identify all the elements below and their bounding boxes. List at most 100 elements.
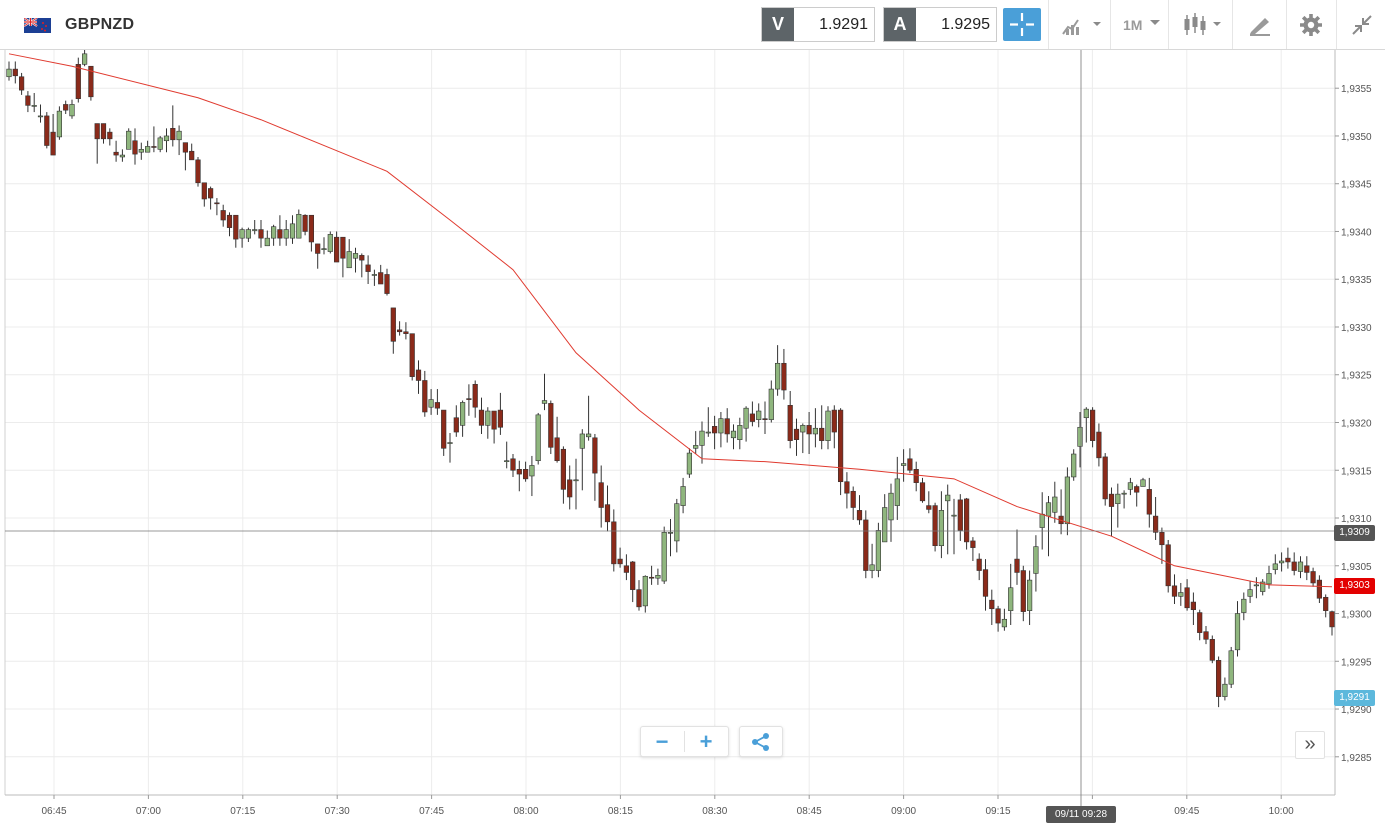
candle-body-down <box>1165 544 1171 587</box>
candle <box>18 72 25 95</box>
candle <box>919 477 926 503</box>
candle <box>749 401 755 427</box>
candle-body-down <box>1171 585 1178 597</box>
candle <box>75 57 81 103</box>
candle <box>926 491 932 514</box>
candle <box>1304 556 1310 581</box>
candle-body-down <box>50 131 56 156</box>
candle-body-up <box>1039 513 1045 528</box>
chart-type-button[interactable] <box>1168 0 1233 49</box>
candle <box>844 472 850 509</box>
candle-body-down <box>365 264 371 272</box>
candle-body-down <box>919 482 926 502</box>
candle-body-down <box>1090 409 1096 441</box>
candle-body-down <box>995 608 1001 624</box>
candle <box>875 522 881 578</box>
settings-button[interactable] <box>1286 0 1337 49</box>
price-tick-label: 1,9340 <box>1341 227 1372 238</box>
candle <box>1001 608 1007 631</box>
candle <box>208 186 214 210</box>
scroll-to-latest-button[interactable]: » <box>1295 731 1325 759</box>
candle-body-up <box>680 486 686 506</box>
candle <box>1279 552 1285 572</box>
candle-body-up <box>346 251 352 269</box>
candle <box>1096 423 1102 467</box>
candle <box>592 433 598 501</box>
candle-body-down <box>863 519 869 571</box>
indicators-button[interactable] <box>1048 0 1111 49</box>
candle-body-up <box>1052 496 1058 513</box>
candle-body-down <box>781 362 787 391</box>
candle-body-down <box>1146 489 1152 515</box>
candle-body-down <box>970 540 976 548</box>
candle <box>730 424 737 450</box>
buy-quote-button[interactable]: A 1.9295 <box>883 7 997 42</box>
candle-body-up <box>1253 584 1259 587</box>
candle <box>1064 467 1070 536</box>
candle <box>170 105 176 147</box>
candle <box>1052 481 1058 523</box>
candle <box>724 408 730 443</box>
settings-icon <box>1300 14 1322 36</box>
chart-grid <box>5 50 1335 795</box>
share-button[interactable] <box>739 726 783 757</box>
zoom-out-button[interactable]: − <box>655 729 669 754</box>
candle-body-up <box>82 53 88 65</box>
candle <box>352 247 359 273</box>
zoom-in-button[interactable]: + <box>699 729 713 754</box>
candle-body-down <box>1209 639 1215 661</box>
candle-body-up <box>31 105 37 107</box>
candle-body-down <box>611 521 617 565</box>
candle-body-down <box>466 398 472 400</box>
candle-body-down <box>12 68 18 77</box>
sell-price: 1.9291 <box>819 16 868 33</box>
candle <box>1102 453 1108 506</box>
candle-body-down <box>724 418 730 435</box>
candle-body-up <box>352 253 359 259</box>
price-tick-label: 1,9325 <box>1341 371 1372 382</box>
gb-nz-flag-icon <box>24 18 51 33</box>
candle <box>378 264 384 285</box>
timeframe-dropdown[interactable] <box>1110 0 1169 49</box>
candle <box>837 408 844 496</box>
candle-body-up <box>812 427 818 435</box>
candle-body-up <box>900 463 907 466</box>
candle-body-down <box>1329 611 1335 628</box>
price-chart[interactable]: 1,92851,92901,92951,93001,93051,93101,93… <box>0 50 1385 827</box>
buy-label: A <box>884 8 916 41</box>
candle <box>1323 594 1329 618</box>
crosshair-time-badge: 09/11 09:28 <box>1046 806 1116 823</box>
candle-body-up <box>145 146 151 153</box>
candle <box>1115 483 1121 528</box>
candle <box>516 460 522 492</box>
candle <box>806 411 812 455</box>
candle-body-down <box>340 236 346 259</box>
candle <box>466 384 472 416</box>
time-tick-label: 09:45 <box>1174 806 1199 817</box>
fullscreen-button[interactable] <box>1336 0 1385 49</box>
candle <box>882 494 888 543</box>
candle-body-down <box>592 437 598 474</box>
candle <box>239 227 245 248</box>
candle <box>819 405 825 450</box>
candle-body-up <box>774 362 781 390</box>
candle <box>1008 563 1014 625</box>
sell-quote-button[interactable]: V 1.9291 <box>761 7 875 42</box>
candle <box>907 448 913 474</box>
timeframe-label: 1M <box>1123 17 1143 33</box>
candle <box>963 497 970 550</box>
candle-body-down <box>907 458 913 471</box>
candle <box>1285 547 1291 569</box>
time-tick-label: 07:45 <box>419 806 444 817</box>
candle-body-down <box>151 146 157 148</box>
draw-tool-button[interactable] <box>1232 0 1287 49</box>
candle-body-up <box>296 213 302 239</box>
candle-body-down <box>220 210 226 221</box>
crosshair-button[interactable] <box>1003 8 1041 41</box>
time-tick-label: 08:15 <box>608 806 633 817</box>
candle-body-up <box>239 229 245 239</box>
time-tick-label: 07:30 <box>325 806 350 817</box>
candle <box>976 553 982 581</box>
candle-body-down <box>1014 558 1020 573</box>
candle-body-up <box>686 452 692 475</box>
